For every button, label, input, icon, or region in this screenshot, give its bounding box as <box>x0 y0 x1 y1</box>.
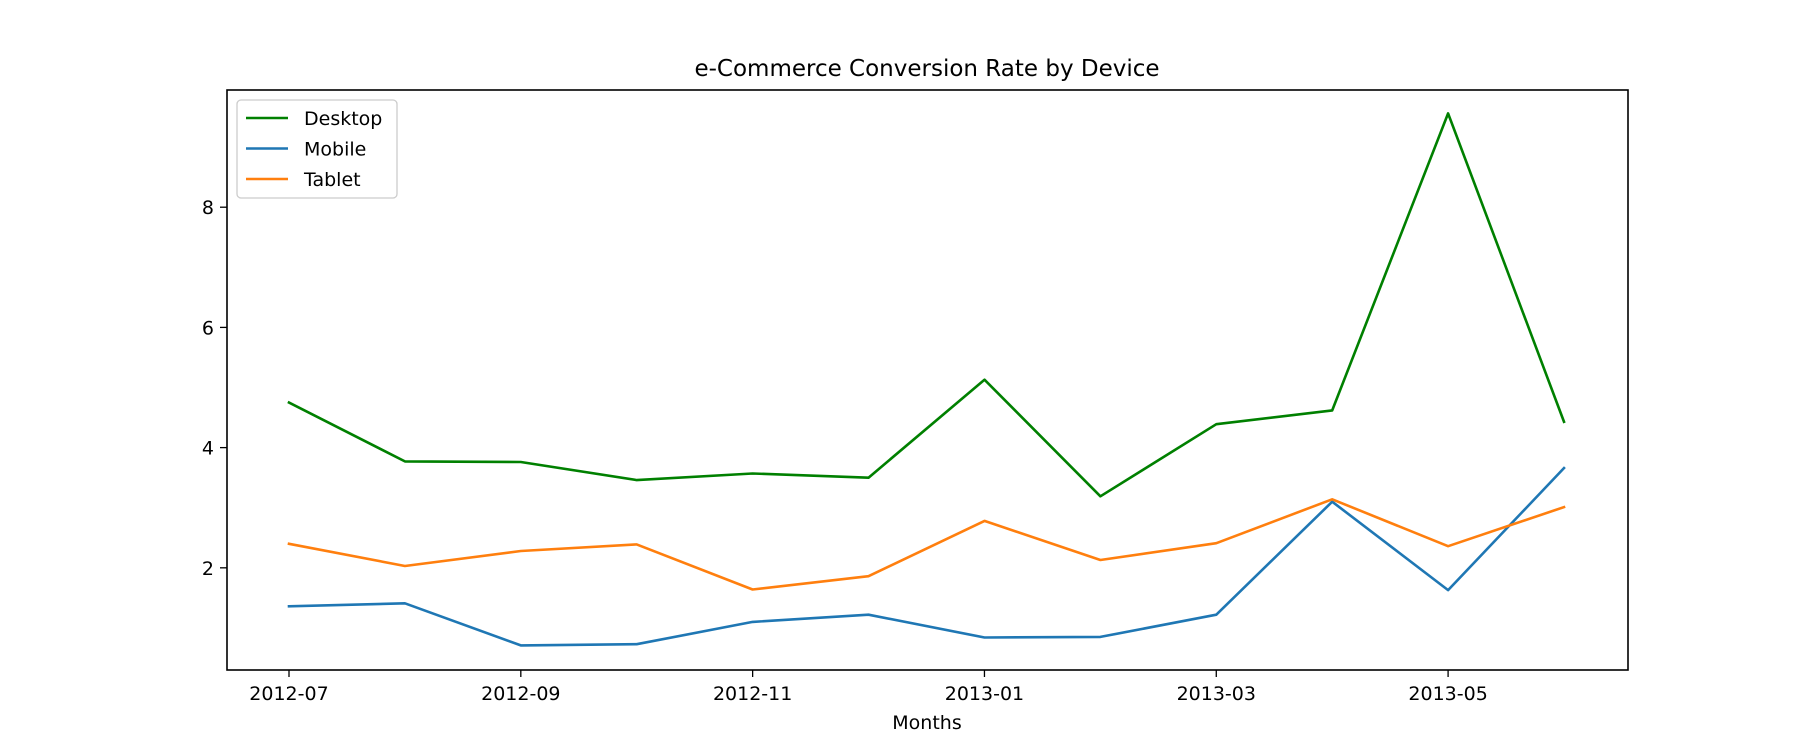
legend: Desktop Mobile Tablet <box>236 99 398 199</box>
x-tick-label: 2012-09 <box>481 683 560 705</box>
plot-frame <box>226 89 1629 671</box>
y-tick-label: 2 <box>202 558 214 580</box>
x-tick-label: 2013-05 <box>1408 683 1487 705</box>
legend-label-tablet: Tablet <box>303 169 361 191</box>
x-tick-label: 2012-07 <box>249 683 328 705</box>
series-line-mobile <box>287 466 1566 647</box>
series-line-tablet <box>287 497 1566 591</box>
legend-box <box>236 99 398 199</box>
x-tick-label: 2013-01 <box>945 683 1024 705</box>
axis-ticks: 2012-07 2012-09 2012-11 2013-01 2013-03 2013-… <box>202 197 1488 705</box>
x-tick-label: 2013-03 <box>1177 683 1256 705</box>
chart-title: e-Commerce Conversion Rate by Device <box>694 56 1159 82</box>
legend-label-desktop: Desktop <box>304 108 382 130</box>
x-axis-label: Months <box>892 712 961 734</box>
series-line-desktop <box>287 112 1566 498</box>
y-tick-label: 6 <box>202 317 214 339</box>
series-lines <box>287 112 1566 647</box>
x-tick-label: 2012-11 <box>713 683 792 705</box>
y-tick-label: 4 <box>202 438 214 460</box>
legend-label-mobile: Mobile <box>304 139 366 161</box>
y-tick-label: 8 <box>202 197 214 219</box>
